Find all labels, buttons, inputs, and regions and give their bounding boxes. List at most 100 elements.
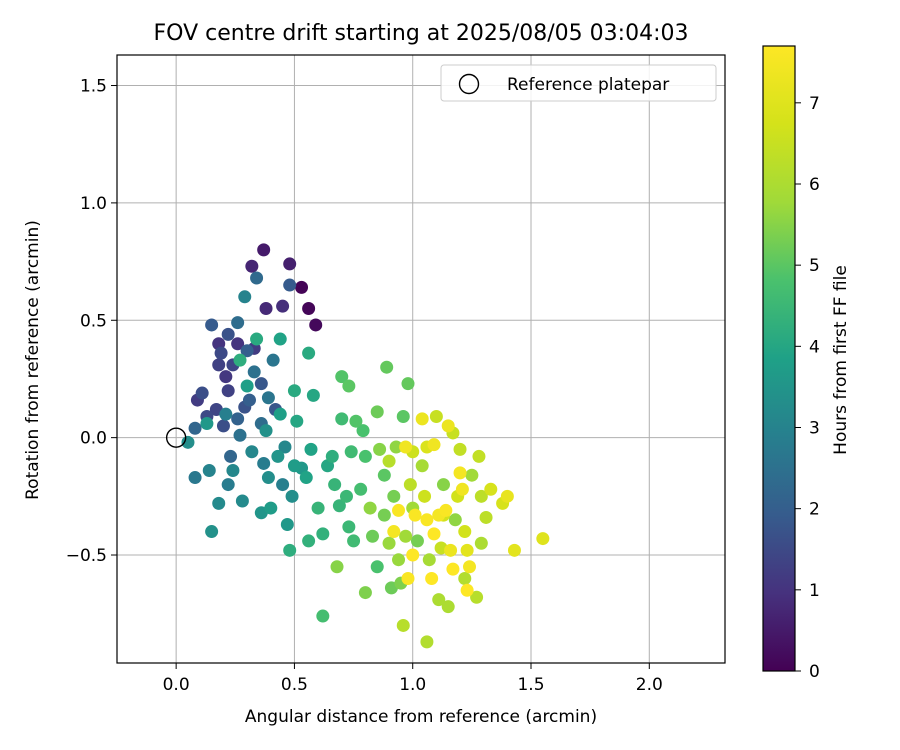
data-point [436, 478, 450, 492]
data-point [363, 501, 377, 515]
data-point [330, 560, 344, 574]
data-point [458, 525, 472, 539]
y-tick-label: 1.0 [80, 194, 107, 214]
chart-title: FOV centre drift starting at 2025/08/05 … [154, 21, 689, 46]
data-point [418, 489, 432, 503]
data-point [429, 410, 443, 424]
data-point [273, 332, 287, 346]
data-point [328, 478, 342, 492]
x-tick-label: 0.0 [163, 675, 190, 695]
legend-marker-icon [458, 73, 480, 95]
grid-lines [117, 55, 725, 663]
data-point [257, 456, 271, 470]
data-point [181, 435, 195, 449]
data-point [240, 344, 254, 358]
data-point [302, 346, 316, 360]
data-point [306, 388, 320, 402]
data-point [245, 259, 259, 273]
data-point [304, 442, 318, 456]
data-point [370, 405, 384, 419]
data-point [425, 571, 439, 585]
data-point [240, 379, 254, 393]
data-point [377, 508, 391, 522]
data-point [290, 414, 304, 428]
colorbar-tick-label: 4 [809, 337, 820, 357]
data-point [465, 468, 479, 482]
legend: Reference platepar [440, 64, 717, 102]
data-point [259, 302, 273, 316]
data-point [462, 560, 476, 574]
data-point [358, 449, 372, 463]
data-point [287, 384, 301, 398]
x-tick-label: 0.5 [281, 675, 308, 695]
x-tick-label: 1.0 [399, 675, 426, 695]
data-point [460, 583, 474, 597]
data-point [401, 571, 415, 585]
data-point [273, 407, 287, 421]
data-point [415, 412, 429, 426]
data-point [377, 468, 391, 482]
data-point [370, 560, 384, 574]
data-point [233, 428, 247, 442]
data-point [335, 412, 349, 426]
data-point [470, 590, 484, 604]
data-point [254, 377, 268, 391]
y-tick-label: 0.5 [80, 311, 107, 331]
y-tick-label: 0.0 [80, 429, 107, 449]
data-point [432, 593, 446, 607]
data-point [219, 370, 233, 384]
data-point [500, 489, 514, 503]
data-point [247, 365, 261, 379]
data-point [299, 471, 313, 485]
data-point [283, 278, 297, 292]
y-axis-label: Rotation from reference (arcmin) [23, 220, 43, 500]
data-point [373, 442, 387, 456]
data-point [344, 445, 358, 459]
data-point [224, 449, 238, 463]
data-point [332, 499, 346, 513]
data-point [200, 417, 214, 431]
data-point [354, 482, 368, 496]
data-point [280, 517, 294, 531]
data-point [347, 534, 361, 548]
data-point [233, 353, 247, 367]
data-point [453, 442, 467, 456]
data-point [231, 337, 245, 351]
data-point [453, 466, 467, 480]
data-point [283, 257, 297, 271]
data-point [342, 379, 356, 393]
data-point [441, 600, 455, 614]
data-point [212, 496, 226, 510]
data-point [266, 353, 280, 367]
data-point [257, 243, 271, 257]
data-point [188, 421, 202, 435]
colorbar-ticks: 0 1 2 3 4 5 6 7 [795, 94, 820, 682]
colorbar-tick-label: 2 [809, 500, 820, 520]
data-point [410, 534, 424, 548]
data-point [399, 440, 413, 454]
data-point [285, 489, 299, 503]
x-axis-ticks: 0.0 0.5 1.0 1.5 2.0 [163, 663, 663, 695]
data-point [309, 318, 323, 332]
legend-entry-label: Reference platepar [507, 75, 669, 95]
data-point [202, 464, 216, 478]
data-point [242, 393, 256, 407]
data-point [302, 302, 316, 316]
data-point [216, 419, 230, 433]
data-point [250, 271, 264, 285]
data-point [356, 424, 370, 438]
data-point [276, 478, 290, 492]
data-point [221, 327, 235, 341]
plot-frame [116, 54, 726, 664]
data-point [420, 635, 434, 649]
data-point [472, 449, 486, 463]
data-point [302, 534, 316, 548]
data-point [295, 280, 309, 294]
data-point [439, 503, 453, 517]
data-point [219, 407, 233, 421]
data-point [446, 562, 460, 576]
data-point [387, 489, 401, 503]
data-point [238, 290, 252, 304]
data-point [382, 454, 396, 468]
